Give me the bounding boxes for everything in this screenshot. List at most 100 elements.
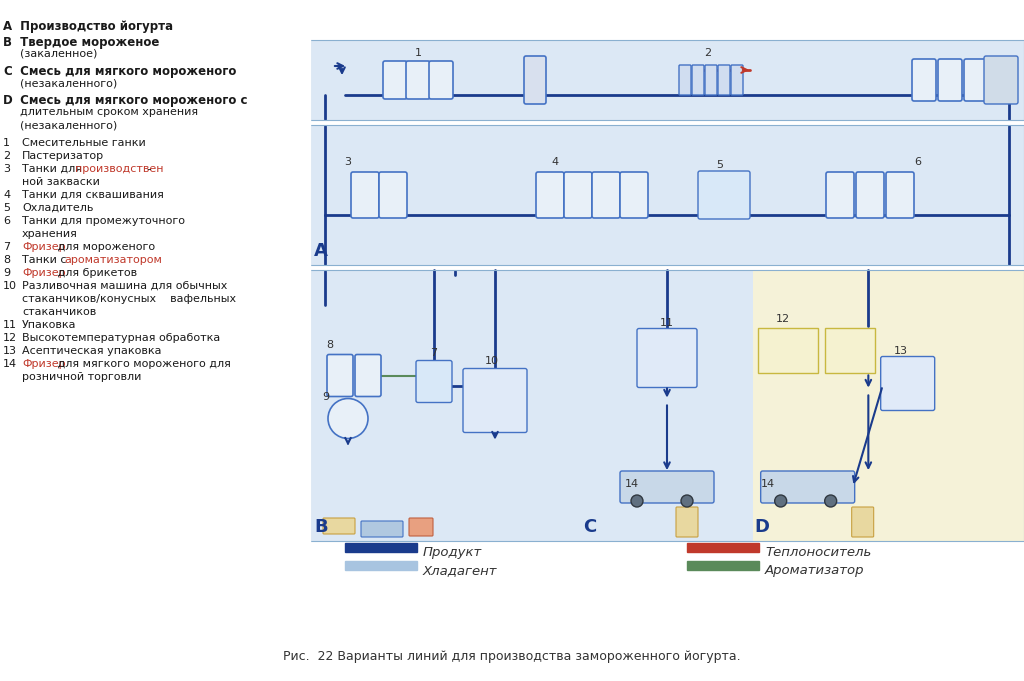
Text: 12: 12	[3, 333, 17, 343]
Circle shape	[775, 495, 786, 507]
Text: стаканчиков: стаканчиков	[22, 307, 96, 317]
FancyBboxPatch shape	[429, 61, 453, 99]
Text: 8: 8	[327, 340, 334, 351]
Circle shape	[824, 495, 837, 507]
Text: 3: 3	[344, 157, 351, 167]
Text: -: -	[144, 164, 152, 174]
Bar	[582, 270, 753, 541]
Text: C: C	[3, 65, 11, 78]
Text: для мороженого: для мороженого	[54, 242, 155, 252]
Text: стаканчиков/конусных    вафельных: стаканчиков/конусных вафельных	[22, 294, 237, 304]
Text: 1: 1	[415, 48, 422, 58]
Text: Продукт: Продукт	[423, 546, 482, 559]
FancyBboxPatch shape	[416, 360, 452, 402]
Text: Производство йогурта: Производство йогурта	[16, 20, 173, 33]
Text: Упаковка: Упаковка	[22, 320, 77, 330]
Text: Танки с: Танки с	[22, 255, 70, 265]
FancyBboxPatch shape	[637, 328, 697, 387]
Text: B: B	[314, 518, 328, 536]
FancyBboxPatch shape	[463, 368, 527, 432]
Text: D: D	[3, 94, 12, 107]
Text: Теплоноситель: Теплоноситель	[765, 546, 871, 559]
FancyBboxPatch shape	[852, 507, 873, 537]
Bar	[310, 270, 1024, 541]
Text: A: A	[3, 20, 12, 33]
Text: 2: 2	[705, 48, 712, 58]
Bar	[758, 328, 818, 373]
FancyBboxPatch shape	[406, 61, 430, 99]
Text: 11: 11	[660, 317, 674, 328]
FancyBboxPatch shape	[718, 65, 730, 95]
Bar	[687, 543, 759, 552]
Text: Охладитель: Охладитель	[22, 203, 93, 213]
Bar	[310, 40, 1024, 120]
FancyBboxPatch shape	[881, 356, 935, 411]
FancyBboxPatch shape	[679, 65, 691, 95]
Text: Асептическая упаковка: Асептическая упаковка	[22, 346, 162, 356]
Text: 9: 9	[323, 392, 330, 402]
Text: 13: 13	[3, 346, 17, 356]
FancyBboxPatch shape	[964, 59, 988, 101]
Bar	[310, 40, 1024, 120]
FancyBboxPatch shape	[409, 518, 433, 536]
Text: производствен: производствен	[75, 164, 164, 174]
FancyBboxPatch shape	[912, 59, 936, 101]
Text: A: A	[314, 242, 328, 260]
FancyBboxPatch shape	[327, 355, 353, 396]
Text: 1: 1	[3, 138, 10, 148]
Text: для мягкого мороженого для: для мягкого мороженого для	[54, 359, 230, 369]
Text: 10: 10	[485, 356, 499, 366]
FancyBboxPatch shape	[856, 172, 884, 218]
Text: ароматизатором: ароматизатором	[65, 255, 162, 265]
Text: D: D	[755, 518, 770, 536]
FancyBboxPatch shape	[379, 172, 407, 218]
Text: 14: 14	[3, 359, 17, 369]
Bar	[687, 561, 759, 570]
FancyBboxPatch shape	[938, 59, 962, 101]
FancyBboxPatch shape	[731, 65, 743, 95]
FancyBboxPatch shape	[698, 171, 750, 219]
FancyBboxPatch shape	[886, 172, 914, 218]
Text: 2: 2	[3, 151, 10, 161]
Text: 13: 13	[894, 347, 907, 356]
FancyBboxPatch shape	[592, 172, 620, 218]
FancyBboxPatch shape	[564, 172, 592, 218]
Bar	[345, 543, 417, 552]
Text: Высокотемпературная обработка: Высокотемпературная обработка	[22, 333, 220, 343]
Bar	[310, 125, 1024, 265]
FancyBboxPatch shape	[536, 172, 564, 218]
Bar	[0, 0, 310, 681]
Text: C: C	[584, 518, 597, 536]
FancyBboxPatch shape	[705, 65, 717, 95]
Bar	[753, 270, 1024, 541]
FancyBboxPatch shape	[383, 61, 407, 99]
FancyBboxPatch shape	[620, 471, 714, 503]
Text: 14: 14	[761, 479, 775, 489]
Text: 12: 12	[775, 315, 790, 325]
FancyBboxPatch shape	[692, 65, 705, 95]
Text: 3: 3	[3, 164, 10, 174]
Text: 4: 4	[3, 190, 10, 200]
Text: Танки для сквашивания: Танки для сквашивания	[22, 190, 164, 200]
Circle shape	[631, 495, 643, 507]
Text: Хладагент: Хладагент	[423, 564, 498, 577]
FancyBboxPatch shape	[355, 355, 381, 396]
Text: Смесь для мягкого мороженого: Смесь для мягкого мороженого	[16, 65, 237, 78]
FancyBboxPatch shape	[826, 172, 854, 218]
Text: 6: 6	[3, 216, 10, 226]
Text: Разливочная машина для обычных: Разливочная машина для обычных	[22, 281, 227, 291]
Bar	[345, 561, 417, 570]
Text: (незакаленного): (незакаленного)	[20, 120, 118, 130]
Text: для брикетов: для брикетов	[54, 268, 137, 278]
Text: розничной торговли: розничной торговли	[22, 372, 141, 382]
Text: Смесь для мягкого мороженого с: Смесь для мягкого мороженого с	[16, 94, 248, 107]
Bar	[310, 125, 1024, 265]
Text: Танки для: Танки для	[22, 164, 85, 174]
Text: 9: 9	[3, 268, 10, 278]
Text: Фризер: Фризер	[22, 268, 66, 278]
Text: 5: 5	[3, 203, 10, 213]
Text: Ароматизатор: Ароматизатор	[765, 564, 864, 577]
Text: 14: 14	[625, 479, 639, 489]
Text: 4: 4	[552, 157, 558, 167]
FancyBboxPatch shape	[361, 521, 403, 537]
